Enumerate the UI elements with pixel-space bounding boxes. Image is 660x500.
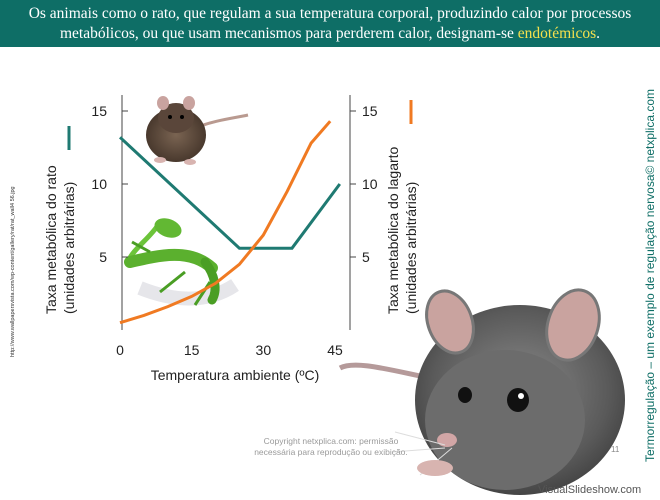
banner-line2-end: . bbox=[596, 25, 600, 42]
right-y-label: Taxa metabólica do lagarto (unidades arb… bbox=[385, 146, 419, 314]
rat-photo bbox=[146, 96, 249, 165]
x-axis-label: Temperatura ambiente (ºC) bbox=[151, 367, 320, 383]
page-number: 11 bbox=[611, 445, 620, 454]
banner-line2: metabólicos, ou que usam mecanismos para… bbox=[0, 24, 660, 44]
left-y-label-line1: Taxa metabólica do rato bbox=[43, 165, 59, 314]
rat-series-line bbox=[118, 136, 342, 250]
copyright-note: Copyright netxplica.com: permissão neces… bbox=[246, 436, 416, 458]
x-tick-label: 15 bbox=[184, 342, 200, 358]
y-tick-label-left: 10 bbox=[91, 176, 107, 192]
y-tick-label-right: 5 bbox=[362, 249, 370, 265]
y-tick-label-right: 10 bbox=[362, 176, 378, 192]
side-title: Termorregulação – um exemplo de regulaçã… bbox=[643, 88, 657, 462]
y-tick-label-right: 15 bbox=[362, 103, 378, 119]
source-url: http://www.wallpapersvista.com/wp-conten… bbox=[10, 186, 16, 357]
copyright-line1: Copyright netxplica.com: permissão bbox=[263, 436, 399, 446]
banner-highlight: endotémicos bbox=[517, 25, 597, 42]
y-tick-label-left: 5 bbox=[99, 249, 107, 265]
copyright-line2: necessária para reprodução ou exibição. bbox=[254, 447, 408, 457]
y-tick-label-left: 15 bbox=[91, 103, 107, 119]
left-y-label: Taxa metabólica do rato (unidades arbitr… bbox=[43, 165, 77, 314]
left-y-label-line2: (unidades arbitrárias) bbox=[61, 182, 77, 314]
x-tick-label: 45 bbox=[327, 342, 343, 358]
title-banner: Os animais como o rato, que regulam a su… bbox=[0, 0, 660, 47]
mouse-photo bbox=[338, 288, 625, 495]
right-y-label-line2: (unidades arbitrárias) bbox=[403, 182, 419, 314]
banner-line1: Os animais como o rato, que regulam a su… bbox=[28, 5, 632, 22]
x-tick-label: 30 bbox=[256, 342, 272, 358]
right-y-label-line1: Taxa metabólica do lagarto bbox=[385, 146, 401, 314]
lizard-series-line bbox=[119, 120, 332, 325]
tick-group: 5 5 10 10 15 15 0 15 30 45 bbox=[91, 103, 377, 358]
x-tick-label: 0 bbox=[116, 342, 124, 358]
banner-line2-text: metabólicos, ou que usam mecanismos para… bbox=[60, 25, 518, 42]
watermark: VisualSlideshow.com bbox=[538, 484, 642, 496]
